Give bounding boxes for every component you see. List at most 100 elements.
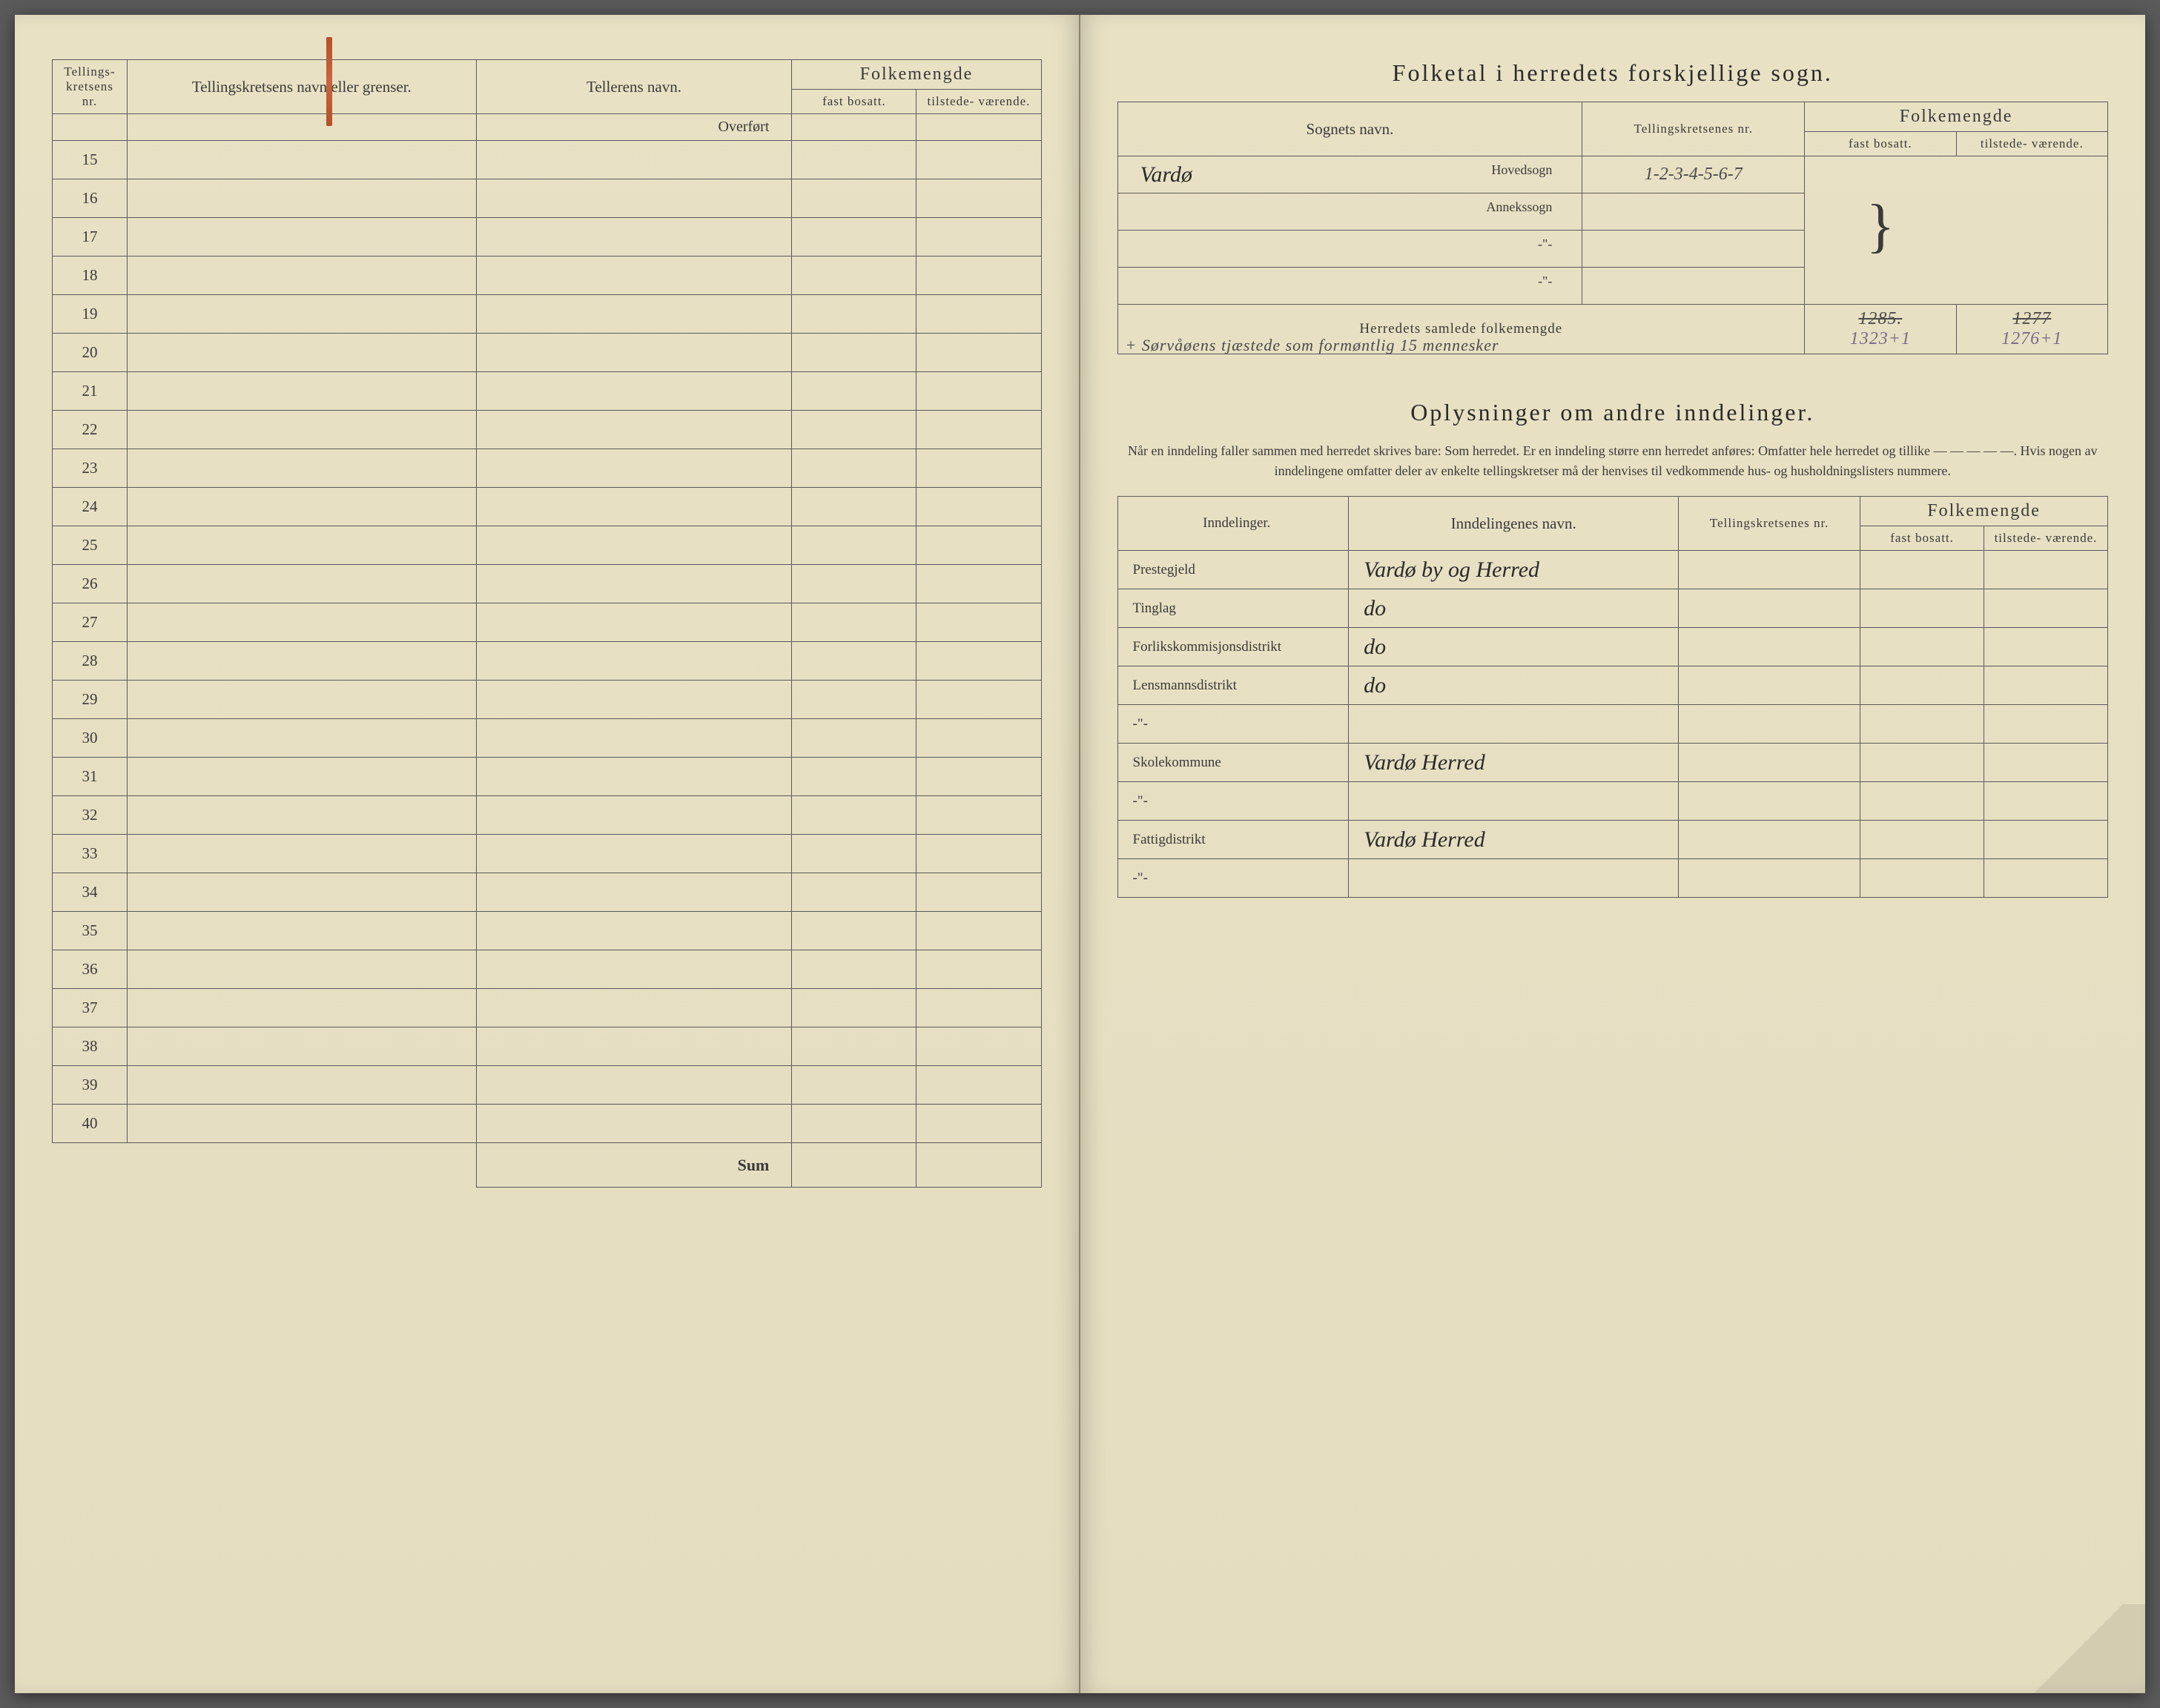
row-nr: 17 [53,218,128,256]
sogn-name [1126,199,1140,224]
samlede-label: Herredets samlede folkemengde [1359,321,1562,337]
inndel-name [1349,859,1679,898]
table-row: 19 [53,295,1042,334]
row-nr: 36 [53,950,128,989]
overfort-label: Overført [476,114,792,141]
table-row: 21 [53,372,1042,411]
row-nr: 39 [53,1066,128,1105]
row-nr: 28 [53,642,128,681]
table-row: 40 [53,1105,1042,1143]
inndel-label: -"- [1117,859,1349,898]
row-nr: 30 [53,719,128,758]
sogn-kretser [1582,268,1805,305]
inndel-name: do [1349,628,1679,666]
left-page: Tellings- kretsens nr. Tellingskretsens … [15,15,1080,1693]
left-table: Tellings- kretsens nr. Tellingskretsens … [52,59,1042,1188]
table-row: 33 [53,835,1042,873]
header-folkemengde-r: Folkemengde [1805,102,2108,132]
inndel-label: Fattigdistrikt [1117,821,1349,859]
row-nr: 25 [53,526,128,565]
sogn-kretser [1582,193,1805,231]
table-row: 24 [53,488,1042,526]
sogn-kretser: 1-2-3-4-5-6-7 [1582,156,1805,193]
sogn-name [1126,236,1140,261]
binding-thread [326,37,332,126]
header-tilstede: tilstede- værende. [916,90,1041,114]
sogn-kretser [1582,231,1805,268]
samlede-row: Herredets samlede folkemengde + Sørvåøen… [1117,305,2108,354]
table-row: 27 [53,603,1042,642]
header-inndel-folkemengde: Folkemengde [1860,497,2108,526]
table-row: 18 [53,256,1042,295]
row-nr: 26 [53,565,128,603]
header-sognet: Sognets navn. [1117,102,1582,156]
header-krets: Tellingskretsens navn eller grenser. [128,60,477,114]
row-nr: 20 [53,334,128,372]
table-row: 23 [53,449,1042,488]
section-title-1: Folketal i herredets forskjellige sogn. [1117,59,2109,87]
samlede-fast-strike: 1285. [1812,309,1948,329]
table-row: 25 [53,526,1042,565]
table-row: 29 [53,681,1042,719]
header-inndelinger: Inndelinger. [1117,497,1349,551]
header-fast-r: fast bosatt. [1805,132,1956,156]
header-inndel-navn: Inndelingenes navn. [1349,497,1679,551]
document-spread: Tellings- kretsens nr. Tellingskretsens … [15,15,2145,1693]
opplys-section: Oplysninger om andre inndelinger. Når en… [1117,399,2109,898]
table-row: 38 [53,1027,1042,1066]
row-nr: 23 [53,449,128,488]
table-row: 17 [53,218,1042,256]
row-nr: 32 [53,796,128,835]
row-nr: 33 [53,835,128,873]
sum-label: Sum [476,1143,792,1188]
inndel-row: PrestegjeldVardø by og Herred [1117,551,2108,589]
row-nr: 38 [53,1027,128,1066]
header-tilstede-r: tilstede- værende. [1956,132,2107,156]
header-inndel-tilstede: tilstede- værende. [1984,526,2108,551]
row-nr: 29 [53,681,128,719]
row-nr: 27 [53,603,128,642]
sogn-label: Hovedsogn [1491,162,1574,178]
header-kretsene: Tellingskretsenes nr. [1582,102,1805,156]
sogn-label: Annekssogn [1486,199,1574,215]
row-nr: 19 [53,295,128,334]
header-inndel-kretsene: Tellingskretsenes nr. [1679,497,1860,551]
inndel-label: Prestegjeld [1117,551,1349,589]
inndel-label: -"- [1117,705,1349,744]
table-row: 30 [53,719,1042,758]
inndel-row: Lensmannsdistriktdo [1117,666,2108,705]
inndel-row: -"- [1117,705,2108,744]
sogn-label: -"- [1538,274,1574,289]
inndel-name [1349,705,1679,744]
row-nr: 40 [53,1105,128,1143]
inndel-name: Vardø by og Herred [1349,551,1679,589]
table-row: 32 [53,796,1042,835]
table-row: 15 [53,141,1042,179]
inndel-name [1349,782,1679,821]
inndel-row: FattigdistriktVardø Herred [1117,821,2108,859]
header-folkemengde: Folkemengde [792,60,1041,90]
inndel-row: -"- [1117,782,2108,821]
inndel-row: SkolekommuneVardø Herred [1117,744,2108,782]
table-row: 36 [53,950,1042,989]
table-row: 20 [53,334,1042,372]
inndel-name: do [1349,666,1679,705]
table-row: 16 [53,179,1042,218]
inndel-label: Lensmannsdistrikt [1117,666,1349,705]
samlede-note: + Sørvåøens tjæstede som formøntlig 15 m… [1126,336,1499,355]
row-nr: 34 [53,873,128,912]
row-nr: 22 [53,411,128,449]
samlede-tilstede-strike: 1277 [1964,309,2100,329]
table-row: 35 [53,912,1042,950]
table-row: 39 [53,1066,1042,1105]
row-nr: 37 [53,989,128,1027]
paper-fold [2012,1604,2145,1693]
inndel-table: Inndelinger. Inndelingenes navn. Telling… [1117,496,2109,898]
samlede-tilstede: 1276+1 [1964,329,2100,349]
table-row: 34 [53,873,1042,912]
sum-row: Sum [53,1143,1042,1188]
inndel-name: do [1349,589,1679,628]
sogn-label: -"- [1538,236,1574,252]
sogn-name: Vardø [1126,162,1193,187]
table-row: 31 [53,758,1042,796]
